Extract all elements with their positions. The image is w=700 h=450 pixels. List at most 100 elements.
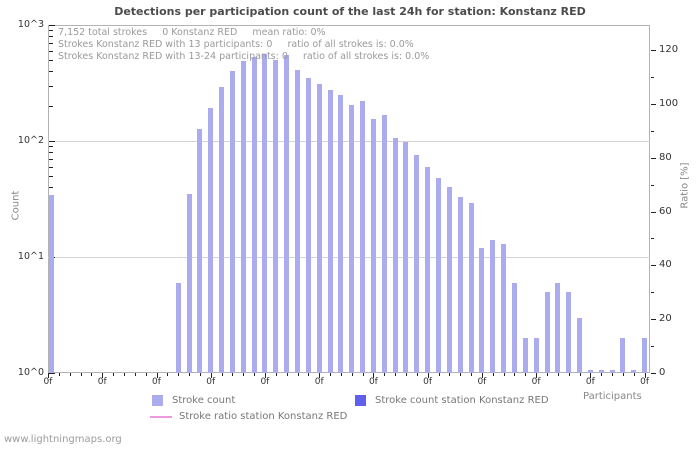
x-axis-title: Participants (583, 391, 642, 402)
x-tick-label: 0f (585, 377, 595, 387)
x-tick (471, 373, 472, 376)
x-tick (568, 373, 570, 376)
y2-tick-label: 120 (659, 44, 679, 55)
y2-tick (651, 50, 656, 51)
x-tick-label: 0f (97, 377, 107, 387)
stroke-count-bar (219, 87, 224, 373)
stroke-count-bar (468, 203, 474, 373)
x-tick (275, 373, 277, 376)
stroke-count-bar (642, 338, 648, 373)
y2-tick (651, 346, 654, 348)
x-tick (210, 373, 212, 378)
y-grid-line (48, 141, 650, 142)
stroke-count-bar (316, 84, 322, 373)
x-tick (536, 373, 538, 378)
stroke-count-bar (381, 115, 387, 373)
y-major-tick (49, 25, 55, 26)
x-tick-label: 0f (260, 377, 270, 387)
stroke-count-bar (49, 195, 54, 373)
stroke-count-bar (457, 196, 463, 373)
stroke-count-bar (609, 370, 615, 373)
stroke-count-bar (414, 154, 420, 373)
stroke-count-bar (544, 291, 550, 373)
y2-tick (651, 76, 654, 78)
x-tick (612, 373, 613, 376)
stroke-count-bar (392, 138, 398, 373)
y-grid-line (48, 257, 650, 258)
x-tick-label: 0f (423, 377, 433, 387)
stroke-count-bar (555, 282, 561, 373)
y-minor-tick (49, 152, 53, 154)
stroke-count-bar (186, 193, 192, 373)
x-tick (254, 373, 256, 376)
x-tick (340, 373, 342, 376)
x-tick-label: 0f (368, 377, 378, 387)
stroke-count-bar (208, 107, 214, 373)
y-minor-tick (49, 30, 53, 32)
x-tick (199, 373, 201, 376)
stroke-count-bar (598, 370, 604, 373)
x-tick (308, 373, 310, 376)
y-minor-tick (49, 187, 53, 189)
legend-item-stroke-count: Stroke count (152, 395, 235, 406)
x-tick (405, 373, 407, 376)
x-tick (384, 373, 386, 376)
legend-label-stroke-count-station: Stroke count station Konstanz RED (375, 395, 549, 406)
stroke-count-bar (295, 69, 300, 373)
stroke-count-bar (533, 338, 539, 373)
stroke-count-bar (360, 101, 366, 373)
y-major-tick (49, 373, 55, 374)
stroke-count-bar (446, 187, 452, 373)
x-tick (297, 373, 299, 376)
y2-tick (651, 184, 654, 186)
y2-tick (651, 292, 654, 294)
x-tick (460, 373, 462, 376)
y-major-tick (49, 141, 55, 142)
stroke-count-bar (511, 282, 517, 373)
x-tick (362, 373, 364, 376)
stroke-count-station-swatch-icon (355, 395, 366, 406)
y2-tick (651, 157, 656, 159)
y2-tick-label: 0 (659, 367, 666, 378)
x-tick (525, 373, 527, 376)
stroke-count-bar (338, 94, 344, 373)
x-tick (438, 373, 440, 376)
x-tick (601, 373, 603, 376)
stroke-count-bar (631, 370, 637, 373)
stroke-count-bar (522, 338, 528, 373)
legend-item-stroke-count-station: Stroke count station Konstanz RED (355, 395, 549, 406)
stats-line-13-24-participants: Strokes Konstanz RED with 13-24 particip… (58, 51, 430, 62)
x-tick (178, 373, 180, 376)
chart-title: Detections per participation count of th… (114, 5, 586, 18)
x-tick (416, 373, 418, 376)
x-tick-label: 0f (152, 377, 161, 387)
x-tick (167, 373, 169, 376)
y2-tick-label: 20 (659, 313, 672, 325)
x-tick (145, 373, 147, 376)
x-tick (243, 373, 245, 376)
x-tick (590, 373, 592, 378)
x-tick (286, 373, 288, 376)
x-tick-label: 0f (314, 377, 324, 387)
x-tick (264, 373, 266, 378)
y-minor-tick (49, 71, 53, 73)
legend-label-stroke-ratio-station: Stroke ratio station Konstanz RED (179, 411, 348, 422)
stroke-count-bar (327, 89, 333, 373)
x-tick (503, 373, 505, 376)
plot-area (48, 25, 650, 373)
stroke-ratio-line-icon (150, 415, 172, 418)
x-tick (48, 373, 49, 378)
stroke-count-bar (501, 243, 507, 373)
stroke-count-bar (229, 71, 235, 373)
y-minor-tick (49, 175, 53, 177)
y2-tick-label: 40 (659, 259, 672, 271)
y2-tick (651, 319, 656, 321)
x-tick (547, 373, 548, 376)
stroke-count-bar (479, 247, 485, 373)
y-minor-tick (49, 159, 53, 160)
x-tick (622, 373, 624, 376)
y-minor-tick (49, 50, 53, 52)
x-tick (427, 373, 429, 378)
x-tick (633, 373, 635, 376)
